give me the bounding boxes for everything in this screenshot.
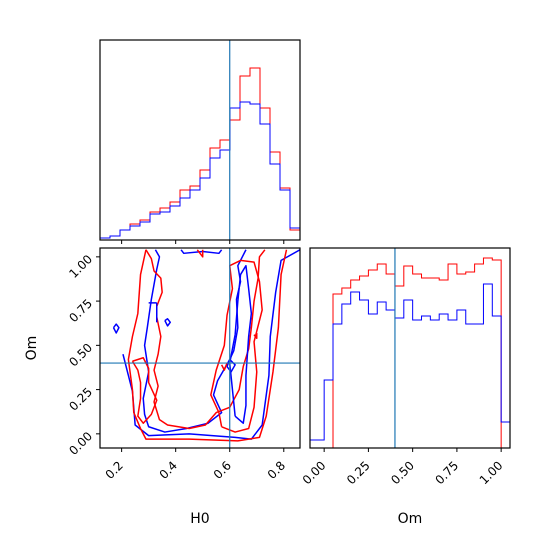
contour-line-blue	[228, 264, 253, 424]
contour-line-red	[131, 356, 158, 424]
contour-panel: 0.2 0.4 0.6 0.8 0.00 0.25 0.50 0.75 1.00 H0 Om	[24, 247, 301, 527]
contour-line-red	[210, 259, 263, 433]
contour-line-red	[253, 332, 258, 340]
contour-xtick-label: 0.8	[265, 458, 288, 481]
om-histogram-panel: 0.00 0.25 0.50 0.75 1.00 Om	[300, 247, 511, 527]
contour-line-blue	[142, 249, 247, 433]
om-hist-axis-label: Om	[398, 511, 423, 527]
contour-line-blue	[180, 249, 223, 255]
contour-line-blue	[164, 318, 172, 327]
om-histogram-xtick-label: 0.50	[388, 458, 417, 487]
h0-axis-label: H0	[190, 511, 209, 527]
contour-line-red	[196, 249, 204, 258]
om-histogram-xtick-label: 0.75	[432, 458, 461, 487]
om-histogram-frame	[309, 247, 511, 449]
contour-line-red	[127, 249, 288, 442]
contour-line-blue	[122, 249, 300, 440]
contour-frame	[99, 247, 301, 449]
contour-ytick-label: 1.00	[66, 252, 95, 281]
contour-xtick-label: 0.2	[103, 458, 126, 481]
om-histogram-xtick-label: 1.00	[477, 458, 506, 487]
contour-ytick-label: 0.00	[66, 429, 95, 458]
h0-histogram-panel	[99, 39, 301, 244]
om-histogram-xtick-label: 0.25	[344, 458, 373, 487]
om-axis-label: Om	[24, 336, 40, 361]
contour-xtick-label: 0.6	[211, 458, 234, 481]
contour-ytick-label: 0.75	[66, 296, 95, 325]
contour-line-blue	[112, 323, 120, 334]
om-histogram-series-blue	[310, 283, 510, 448]
om-histogram-xtick-label: 0.00	[300, 458, 329, 487]
h0-histogram-frame	[99, 39, 301, 241]
om-histogram-series-red	[310, 257, 510, 448]
contour-xtick-label: 0.4	[157, 458, 180, 481]
contour-ytick-label: 0.25	[66, 385, 95, 414]
contour-line-red	[145, 249, 266, 430]
h0-histogram-series-blue	[99, 101, 301, 240]
contour-ytick-label: 0.50	[66, 341, 95, 370]
contour-line-red	[220, 362, 228, 371]
